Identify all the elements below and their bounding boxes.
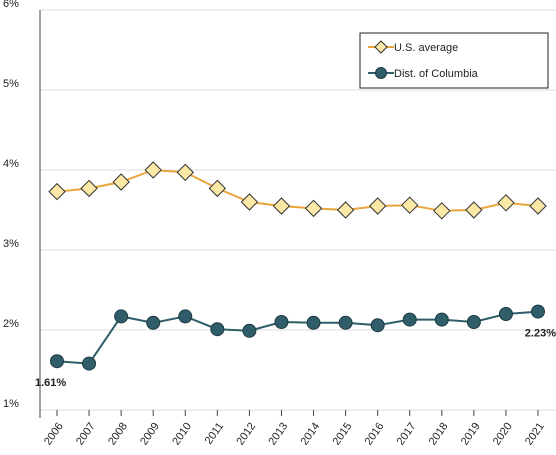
- y-tick-label: 1%: [3, 398, 19, 410]
- y-tick-label: 2%: [3, 318, 19, 330]
- marker: [497, 194, 515, 212]
- marker: [210, 322, 225, 337]
- marker: [274, 315, 289, 329]
- x-tick-label: 2018: [427, 421, 451, 448]
- marker: [240, 193, 259, 211]
- x-tick-label: 2013: [266, 421, 290, 448]
- marker: [529, 197, 547, 215]
- marker: [498, 307, 513, 321]
- x-tick-label: 2007: [74, 421, 98, 448]
- marker: [370, 318, 385, 333]
- legend: U.S. average Dist. of Columbia: [359, 32, 549, 89]
- marker: [176, 163, 194, 182]
- x-tick-label: 2016: [363, 421, 387, 448]
- marker: [336, 201, 355, 219]
- marker: [272, 197, 291, 215]
- marker: [304, 199, 323, 218]
- marker: [401, 196, 419, 214]
- x-tick-label: 2019: [459, 421, 483, 448]
- data-label: 1.61%: [35, 377, 66, 389]
- marker: [146, 315, 161, 330]
- marker: [368, 197, 387, 215]
- series-line: [56, 168, 539, 212]
- marker: [50, 354, 64, 369]
- marker: [531, 304, 545, 319]
- marker: [338, 315, 353, 330]
- legend-box: [359, 32, 549, 89]
- x-tick-label: 2009: [138, 421, 162, 448]
- marker: [208, 179, 227, 198]
- marker: [178, 309, 193, 324]
- series-line: [56, 310, 539, 365]
- marker: [434, 312, 449, 327]
- y-tick-label: 4%: [3, 158, 19, 170]
- legend-label: U.S. average: [394, 42, 458, 54]
- x-tick-label: 2014: [298, 421, 322, 448]
- data-label: 2.23%: [525, 328, 556, 340]
- marker: [112, 173, 130, 191]
- legend-marker: [374, 40, 388, 54]
- x-tick-label: 2011: [203, 421, 226, 447]
- marker: [466, 315, 481, 329]
- x-tick-label: 2012: [234, 421, 258, 448]
- marker: [82, 356, 97, 371]
- marker: [48, 182, 66, 201]
- marker: [402, 312, 417, 327]
- x-tick-label: 2021: [523, 421, 547, 448]
- series: [48, 161, 547, 220]
- y-tick-label: 5%: [3, 78, 19, 90]
- x-tick-label: 2010: [170, 421, 194, 448]
- series: 1.61% 2.23%: [35, 304, 556, 389]
- marker: [144, 161, 162, 179]
- marker: [242, 323, 257, 338]
- y-tick-label: 6%: [3, 0, 19, 10]
- legend-label: Dist. of Columbia: [394, 68, 479, 80]
- x-tick-label: 2020: [491, 421, 515, 448]
- marker: [306, 315, 321, 330]
- marker: [114, 309, 129, 324]
- x-tick-label: 2017: [395, 421, 419, 448]
- x-tick-label: 2006: [42, 421, 66, 448]
- x-tick-label: 2008: [106, 421, 130, 448]
- marker: [80, 179, 98, 198]
- marker: [465, 201, 483, 219]
- legend-marker: [375, 67, 387, 79]
- y-tick-label: 3%: [3, 238, 19, 250]
- marker: [433, 202, 451, 220]
- x-tick-label: 2015: [331, 421, 355, 448]
